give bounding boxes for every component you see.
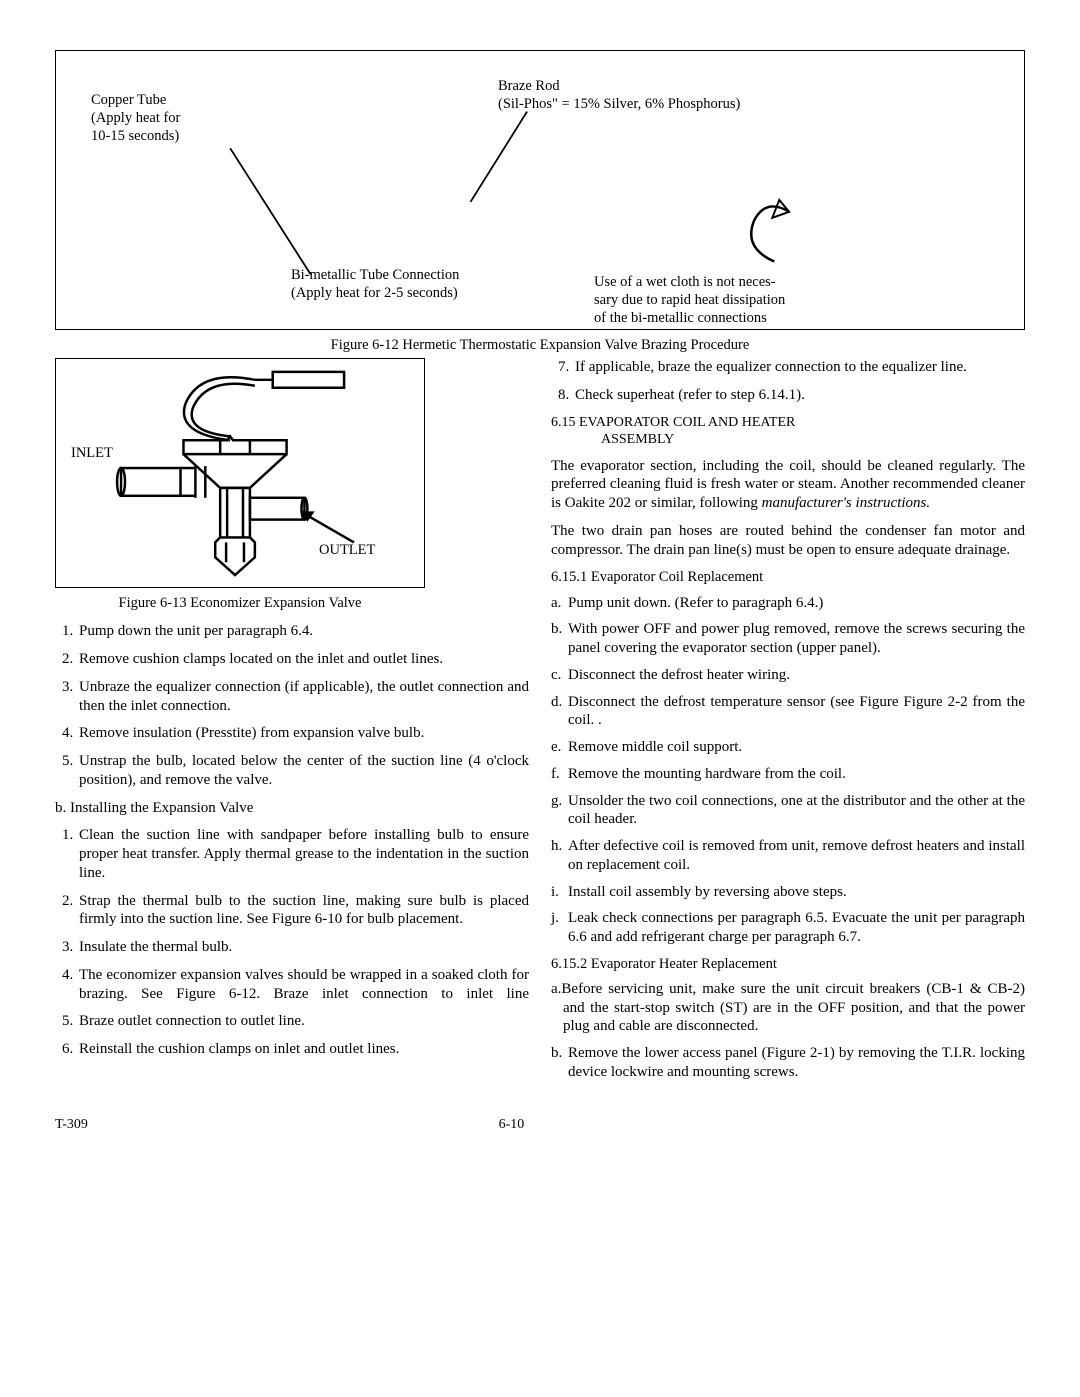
install-1: Clean the suction line with sandpaper be…	[77, 826, 529, 882]
figure-6-12-box: Copper Tube (Apply heat for 10-15 second…	[55, 50, 1025, 330]
install-3: Insulate the thermal bulb.	[77, 938, 529, 957]
install-4: The economizer expansion valves should b…	[77, 966, 529, 1004]
coil-d: d.Disconnect the defrost temperature sen…	[551, 693, 1025, 731]
install-5: Braze outlet connection to outlet line.	[77, 1012, 529, 1031]
wet-cloth-label: Use of a wet cloth is not neces- sary du…	[594, 273, 785, 327]
step-7: If applicable, braze the equalizer conne…	[573, 358, 1025, 377]
heater-a: a.Before servicing unit, make sure the u…	[551, 980, 1025, 1036]
figure-6-13-caption: Figure 6-13 Economizer Expansion Valve	[55, 594, 425, 612]
install-2: Strap the thermal bulb to the suction li…	[77, 892, 529, 930]
step-1: Pump down the unit per paragraph 6.4.	[77, 622, 529, 641]
right-column: If applicable, braze the equalizer conne…	[551, 358, 1025, 1090]
coil-a: a.Pump unit down. (Refer to paragraph 6.…	[551, 594, 1025, 613]
page-number: 6-10	[43, 1116, 980, 1134]
step-4: Remove insulation (Presstite) from expan…	[77, 724, 529, 743]
step-2: Remove cushion clamps located on the inl…	[77, 650, 529, 669]
coil-j: j.Leak check connections per paragraph 6…	[551, 909, 1025, 947]
coil-c: c.Disconnect the defrost heater wiring.	[551, 666, 1025, 685]
install-steps: Clean the suction line with sandpaper be…	[55, 826, 529, 1059]
step-8: Check superheat (refer to step 6.14.1).	[573, 386, 1025, 405]
coil-e: e.Remove middle coil support.	[551, 738, 1025, 757]
coil-h: h.After defective coil is removed from u…	[551, 837, 1025, 875]
evap-para-1: The evaporator section, including the co…	[551, 457, 1025, 513]
figure-6-13-box: INLET OUTLET	[55, 358, 425, 588]
section-6-15-head: 6.15 EVAPORATOR COIL AND HEATER ASSEMBLY	[573, 414, 1025, 449]
outlet-label: OUTLET	[319, 541, 375, 559]
coil-b: b.With power OFF and power plug removed,…	[551, 620, 1025, 658]
continued-steps: If applicable, braze the equalizer conne…	[551, 358, 1025, 405]
coil-f: f.Remove the mounting hardware from the …	[551, 765, 1025, 784]
copper-tube-label: Copper Tube (Apply heat for 10-15 second…	[91, 91, 180, 145]
evap-para-2: The two drain pan hoses are routed behin…	[551, 522, 1025, 560]
left-column: INLET OUTLET Figure 6-13 Economizer Expa…	[55, 358, 529, 1090]
braze-rod-label: Braze Rod (Sil-Phos" = 15% Silver, 6% Ph…	[498, 77, 740, 113]
removal-steps: Pump down the unit per paragraph 6.4. Re…	[55, 622, 529, 789]
coil-g: g.Unsolder the two coil connections, one…	[551, 792, 1025, 830]
install-subhead: b. Installing the Expansion Valve	[55, 799, 529, 818]
section-6-15-2: 6.15.2 Evaporator Heater Replacement	[551, 955, 1025, 973]
coil-replace-steps: a.Pump unit down. (Refer to paragraph 6.…	[551, 594, 1025, 947]
section-6-15-1: 6.15.1 Evaporator Coil Replacement	[551, 568, 1025, 586]
heater-replace-steps: a.Before servicing unit, make sure the u…	[551, 980, 1025, 1082]
bimetallic-label: Bi-metallic Tube Connection (Apply heat …	[291, 266, 459, 302]
heater-b: b.Remove the lower access panel (Figure …	[551, 1044, 1025, 1082]
figure-6-12-caption: Figure 6-12 Hermetic Thermostatic Expans…	[55, 336, 1025, 354]
coil-i: i.Install coil assembly by reversing abo…	[551, 883, 1025, 902]
step-5: Unstrap the bulb, located below the cent…	[77, 752, 529, 790]
inlet-label: INLET	[71, 444, 113, 462]
step-3: Unbraze the equalizer connection (if app…	[77, 678, 529, 716]
page-footer: T-309 6-10	[55, 1116, 1025, 1134]
install-6: Reinstall the cushion clamps on inlet an…	[77, 1040, 529, 1059]
